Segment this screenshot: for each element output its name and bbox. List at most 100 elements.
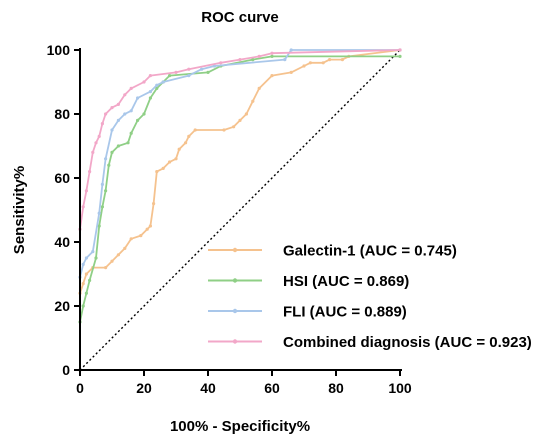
series-point (184, 141, 188, 145)
x-tick-label: 40 (200, 380, 216, 396)
series-point (88, 170, 92, 174)
series-line (79, 49, 400, 370)
series-point (222, 128, 226, 132)
plot-area (78, 48, 402, 372)
series-point (270, 54, 274, 59)
series-point (193, 128, 197, 132)
y-axis-title: Sensitivity% (11, 166, 28, 254)
series-point (84, 272, 88, 276)
series-point (328, 58, 332, 62)
series-point (155, 170, 159, 174)
series-point (155, 86, 159, 90)
series-point (161, 166, 165, 170)
legend: Galectin-1 (AUC = 0.745) HSI (AUC = 0.869… (208, 243, 532, 351)
series-point (81, 262, 85, 266)
series-point (148, 96, 152, 100)
legend-label: HSI (AUC = 0.869) (283, 273, 409, 290)
legend-label: FLI (AUC = 0.889) (283, 304, 407, 321)
series-point (148, 90, 152, 94)
x-tick-label: 100 (388, 380, 412, 396)
x-tick-label: 20 (136, 380, 152, 396)
legend-swatch-marker (232, 247, 238, 253)
series-point (200, 67, 204, 71)
series-point (116, 144, 120, 148)
series-point (232, 125, 236, 129)
series-point (257, 54, 261, 59)
series-point (123, 93, 127, 97)
series-point (398, 54, 402, 59)
series-point (257, 86, 261, 90)
series-point (97, 224, 101, 228)
series-point (238, 58, 242, 62)
series-point (81, 304, 85, 308)
legend-item: FLI (AUC = 0.889) (208, 304, 407, 321)
series-point (340, 58, 344, 62)
series-point (187, 134, 191, 138)
series-point (270, 51, 274, 55)
chart-title: ROC curve (201, 9, 279, 26)
series-point (94, 141, 98, 145)
series-point (91, 150, 95, 154)
series-point (104, 266, 108, 270)
series-point (129, 109, 133, 113)
series-point (187, 74, 191, 78)
series-point (174, 157, 178, 161)
series-point (168, 74, 172, 78)
series-point (91, 250, 95, 254)
series-point (187, 67, 191, 71)
series-point (116, 118, 120, 122)
series-point (104, 189, 108, 193)
series-point (155, 83, 159, 87)
series-point (219, 61, 223, 65)
series-2 (78, 54, 402, 372)
legend-item: HSI (AUC = 0.869) (208, 273, 409, 290)
series-point (110, 259, 114, 263)
series-point (168, 160, 172, 164)
series-point (100, 205, 104, 209)
legend-label: Galectin-1 (AUC = 0.745) (283, 243, 457, 260)
series-point (398, 48, 402, 52)
series-point (145, 227, 149, 231)
series-point (136, 96, 140, 100)
series-point (110, 150, 114, 154)
series-point (148, 74, 152, 78)
series-point (100, 182, 104, 186)
series-point (84, 189, 88, 193)
series-point (206, 70, 210, 74)
series-4 (78, 48, 402, 372)
series-point (139, 234, 143, 238)
series-point (84, 291, 88, 295)
legend-swatch-marker (232, 308, 238, 314)
series-point (129, 86, 133, 90)
x-tick-label: 80 (328, 380, 344, 396)
series-point (270, 74, 274, 78)
y-tick-label: 60 (54, 170, 70, 186)
series-point (142, 80, 146, 84)
series-point (152, 202, 156, 206)
series-point (110, 128, 114, 132)
series-point (251, 58, 255, 62)
series-point (289, 70, 293, 74)
y-tick-label: 40 (54, 234, 70, 250)
series-point (104, 112, 108, 116)
series-point (81, 282, 85, 286)
series-point (136, 118, 140, 122)
series-point (94, 256, 98, 260)
y-tick-label: 100 (47, 42, 71, 58)
x-tick-label: 0 (76, 380, 84, 396)
legend-swatch-marker (232, 278, 238, 283)
series-point (97, 211, 101, 215)
series-point (123, 246, 127, 250)
x-tick-label: 60 (264, 380, 280, 396)
series-point (238, 118, 242, 122)
series-point (123, 112, 127, 116)
series-point (116, 253, 120, 257)
series-point (174, 70, 178, 74)
legend-item: Combined diagnosis (AUC = 0.923) (208, 334, 532, 351)
series-point (81, 205, 85, 209)
series-point (177, 147, 181, 151)
legend-item: Galectin-1 (AUC = 0.745) (208, 243, 457, 260)
series-point (289, 48, 293, 52)
series-point (283, 58, 287, 62)
x-axis-title: 100% - Specificity% (170, 418, 310, 435)
